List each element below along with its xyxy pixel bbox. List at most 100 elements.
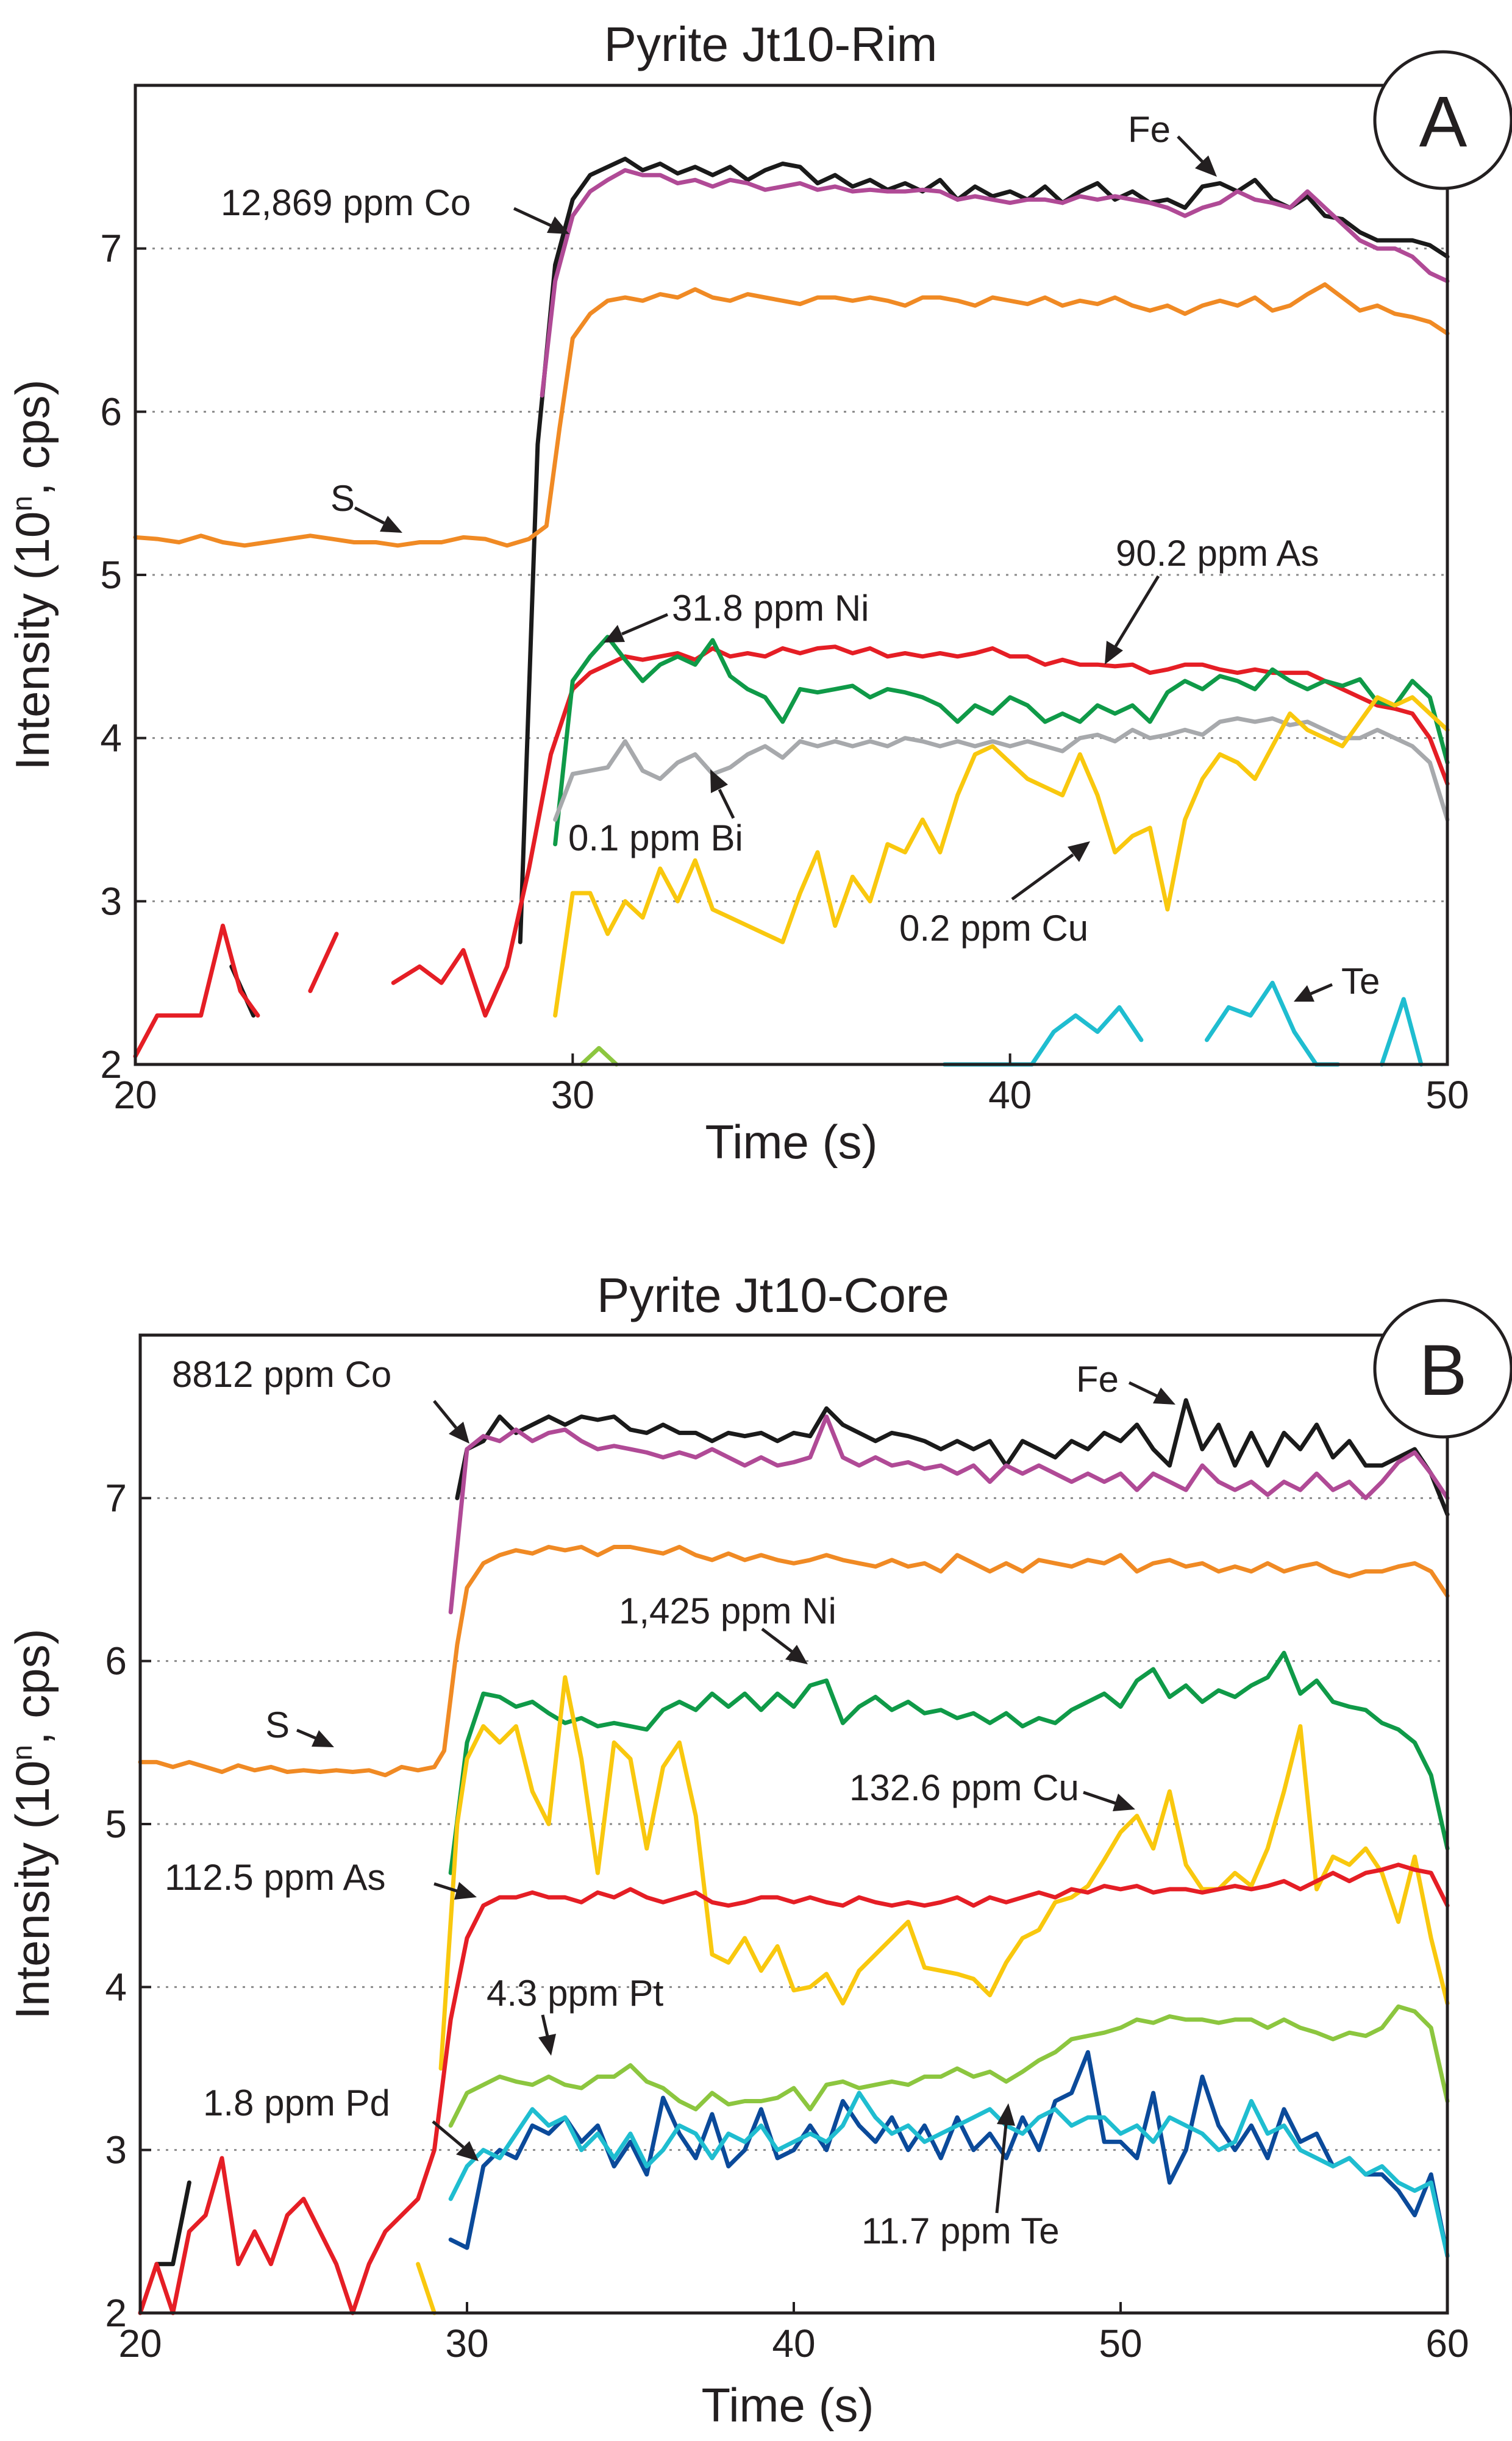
panel-a-series-te-line-2 (1205, 980, 1341, 1067)
panel-b-cu-arrowhead (1113, 1794, 1135, 1811)
panel-a-as-arrowhead (1105, 641, 1123, 665)
panel-b-series-pd-line (448, 2050, 1450, 2258)
panel-b-x-tick-label-60: 60 (1425, 2322, 1469, 2365)
panel-b-label-ni: 1,425 ppm Ni (619, 1591, 836, 1631)
panel-b-label-te: 11.7 ppm Te (861, 2211, 1060, 2251)
panel-b-fe-arrowhead (1153, 1388, 1175, 1405)
panel-b-series-cu-line-2 (438, 1675, 1450, 2071)
panel-b-fe-arrow-line (1128, 1381, 1158, 1398)
panel-b-chart: Pyrite Jt10-Core 2 3 4 5 6 7 20 30 40 50 60 Time (… (5, 1268, 1512, 2432)
panel-b-x-axis-title: Time (s) (701, 2378, 874, 2432)
panel-b-pt-arrow-line (541, 2014, 549, 2037)
panel-b-te-arrowhead (997, 2103, 1015, 2126)
panel-a-y-axis-title-sup: n (6, 496, 38, 511)
panel-b-pd-arrow-line (432, 2120, 465, 2148)
panel-b-y-tick-label-2: 2 (105, 2291, 127, 2335)
panel-a-x-tick-label-40: 40 (988, 1073, 1032, 1117)
panel-b-y-tick-label-3: 3 (105, 2128, 127, 2172)
panel-b-co-arrow-line (433, 1400, 457, 1429)
panel-a-series-pt-line (579, 1046, 619, 1067)
panel-b-co-arrowhead (449, 1422, 469, 1444)
panel-a-y-tick-label-3: 3 (100, 879, 122, 923)
panel-b-axis-ticks: 2 3 4 5 6 7 20 30 40 50 60 (105, 1476, 1469, 2365)
panel-b-pt-arrowhead (538, 2034, 556, 2056)
panel-b-series-cu-line-1 (416, 2262, 437, 2315)
panel-b-series-te-line (448, 2090, 1450, 2258)
panel-b-label-cu: 132.6 ppm Cu (849, 1767, 1079, 1808)
panel-a-co-arrow-line (513, 207, 555, 229)
panel-a-series-cu-line (553, 695, 1450, 1018)
panel-b-y-axis-title-tail: , cps) (5, 1628, 59, 1745)
panel-a-axis-ticks: 2 3 4 5 6 7 20 30 40 50 (100, 227, 1469, 1117)
panel-a-fe-arrow-line (1177, 135, 1204, 163)
panel-b-y-tick-label-7: 7 (105, 1476, 127, 1520)
panel-a-bi-arrow-line (718, 788, 735, 819)
panel-a-title: Pyrite Jt10-Rim (604, 17, 938, 71)
panel-b-y-axis-title-sup: n (6, 1745, 38, 1761)
panel-a-s-arrow-line (354, 506, 385, 525)
panel-a-label-as: 90.2 ppm As (1116, 533, 1319, 574)
panel-a-label-cu: 0.2 ppm Cu (899, 908, 1088, 949)
panel-b-x-tick-label-30: 30 (445, 2322, 488, 2365)
panel-a-label-bi: 0.1 ppm Bi (568, 818, 743, 858)
panel-b-series-fe-line-1 (154, 2180, 191, 2267)
panel-b-label-pt: 4.3 ppm Pt (487, 1973, 663, 2014)
panel-b-x-tick-label-50: 50 (1099, 2322, 1142, 2365)
panel-b-as-arrowhead (454, 1882, 477, 1900)
panel-b-series-layer (138, 1398, 1450, 2315)
panel-a-label-te: Te (1341, 961, 1380, 1002)
panel-a-y-axis-title-main: Intensity (10 (5, 511, 59, 771)
panel-a-bi-arrowhead (710, 769, 728, 793)
panel-a-series-as-line-3 (391, 644, 1450, 1018)
panel-a-series-co-line (540, 168, 1450, 398)
panel-b-y-axis-title: Intensity (10n, cps) (5, 1628, 59, 2019)
panel-a-s-arrowhead (380, 516, 402, 533)
panel-a-series-as-line-2 (308, 932, 339, 993)
panel-a-x-tick-label-30: 30 (551, 1073, 594, 1117)
panel-b-label-pd: 1.8 ppm Pd (203, 2083, 390, 2123)
panel-a-y-tick-label-5: 5 (100, 553, 122, 597)
panel-b-y-tick-label-5: 5 (105, 1802, 127, 1846)
panel-b-series-ni-line (448, 1650, 1450, 1875)
panel-b-series-pt-line (448, 2004, 1450, 2128)
panel-b-letter: B (1419, 1330, 1467, 1411)
panel-b-label-fe: Fe (1076, 1359, 1119, 1400)
panel-b-label-s: S (265, 1705, 290, 1745)
panel-b-y-tick-label-6: 6 (105, 1639, 127, 1683)
panel-a-series-ni-line (553, 635, 1450, 847)
panel-b-y-tick-label-4: 4 (105, 1965, 127, 2009)
panel-a-fe-arrowhead (1195, 155, 1217, 177)
panel-b-series-co-line (448, 1414, 1450, 1614)
panel-a-ni-arrowhead (604, 625, 625, 643)
panel-a-y-tick-label-2: 2 (100, 1042, 122, 1086)
panel-b-pd-arrowhead (456, 2141, 479, 2161)
panel-b-y-axis-title-main: Intensity (10 (5, 1761, 59, 2020)
panel-b-s-arrow-line (296, 1728, 318, 1741)
panel-b-te-arrow-line (995, 2124, 1008, 2214)
panel-b-s-arrowhead (312, 1730, 334, 1747)
panel-a-series-as-line-1 (133, 924, 260, 1059)
panel-a-y-tick-label-7: 7 (100, 227, 122, 271)
panel-a-y-tick-label-4: 4 (100, 716, 122, 760)
panel-a-series-s-line (133, 282, 1450, 548)
panel-a-te-arrowhead (1294, 985, 1314, 1002)
panel-a-x-tick-label-50: 50 (1425, 1073, 1469, 1117)
panel-b-series-s-line (138, 1545, 1450, 1778)
panel-a-cu-arrow-line (1011, 853, 1074, 901)
panel-b-x-tick-label-40: 40 (772, 2322, 815, 2365)
panel-a-cu-arrowhead (1068, 841, 1090, 862)
panel-b-ni-arrowhead (785, 1645, 808, 1664)
panel-a-y-tick-label-6: 6 (100, 390, 122, 433)
panel-a-label-ni: 31.8 ppm Ni (672, 588, 869, 629)
panel-a-ni-arrow-line (621, 613, 668, 636)
panel-a-co-arrowhead (547, 216, 569, 234)
panel-b-letter-badge (1373, 1299, 1512, 1439)
panel-b-label-co: 8812 ppm Co (172, 1354, 391, 1395)
panel-b-ni-arrow-line (761, 1628, 794, 1653)
panel-b-title: Pyrite Jt10-Core (597, 1268, 949, 1322)
panel-a-label-s: S (330, 478, 355, 519)
panel-a-as-arrow-line (1114, 575, 1160, 647)
panel-a-y-axis-title-tail: , cps) (5, 379, 59, 496)
